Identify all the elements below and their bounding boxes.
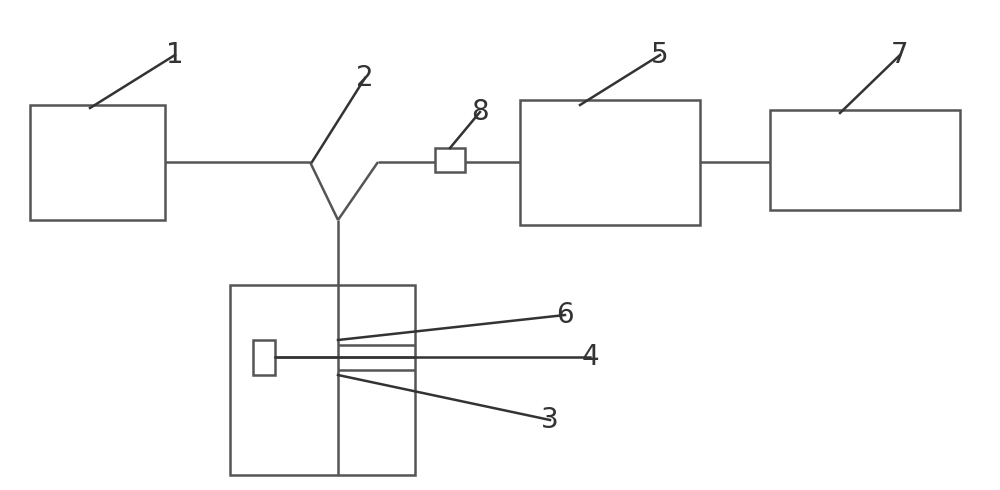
Text: 1: 1 xyxy=(166,41,184,69)
Text: 3: 3 xyxy=(541,406,559,434)
Bar xyxy=(253,340,275,375)
Text: 2: 2 xyxy=(356,64,374,92)
Bar xyxy=(435,148,465,172)
Text: 7: 7 xyxy=(891,41,909,69)
Text: 6: 6 xyxy=(556,301,574,329)
Bar xyxy=(520,100,700,225)
Text: 4: 4 xyxy=(581,343,599,371)
Bar xyxy=(30,105,165,220)
Bar xyxy=(230,285,415,475)
Bar xyxy=(770,110,960,210)
Text: 8: 8 xyxy=(471,98,489,126)
Text: 5: 5 xyxy=(651,41,669,69)
